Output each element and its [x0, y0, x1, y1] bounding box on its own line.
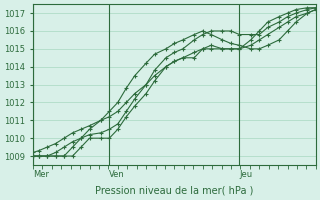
Text: Mer: Mer	[33, 170, 49, 179]
Text: Jeu: Jeu	[239, 170, 252, 179]
X-axis label: Pression niveau de la mer( hPa ): Pression niveau de la mer( hPa )	[95, 186, 253, 196]
Text: Ven: Ven	[109, 170, 125, 179]
